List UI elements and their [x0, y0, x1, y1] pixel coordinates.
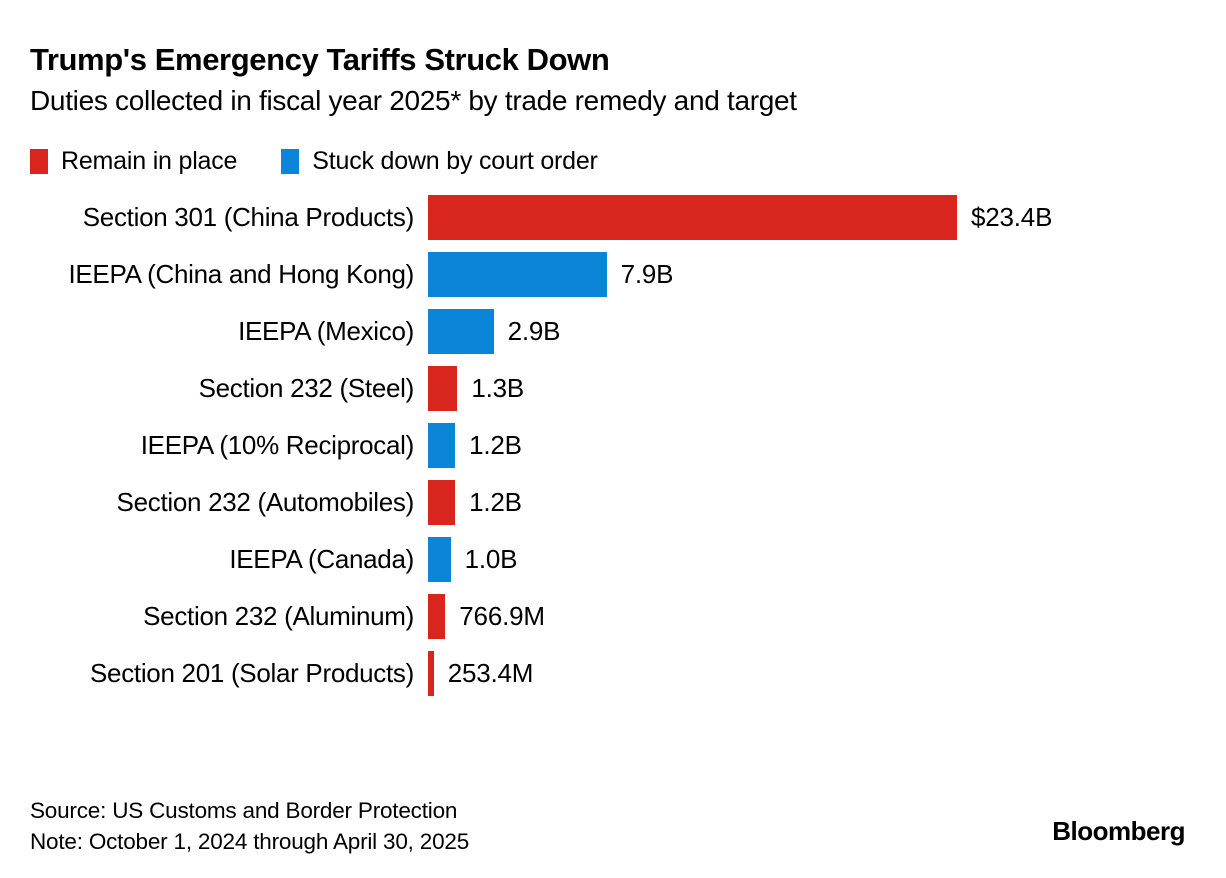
bar-chart: Section 301 (China Products) $23.4B IEEPA … — [0, 189, 1226, 702]
source-note: Source: US Customs and Border Protection — [30, 798, 458, 823]
legend-item-struck-down: Stuck down by court order — [281, 147, 598, 176]
value-label: 1.0B — [464, 544, 518, 574]
bloomberg-logo: Bloomberg — [1052, 816, 1185, 846]
value-label: $23.4B — [971, 202, 1053, 232]
value-label: 1.2B — [469, 430, 522, 460]
legend: Remain in place Stuck down by court orde… — [30, 147, 598, 176]
chart-row: Section 232 (Steel) 1.3B — [0, 360, 1226, 417]
value-label: 2.9B — [507, 316, 561, 346]
category-label: Section 301 (China Products) — [82, 202, 415, 232]
category-label: Section 232 (Automobiles) — [116, 487, 415, 517]
value-label: 766.9M — [459, 601, 545, 631]
category-label: Section 232 (Steel) — [198, 373, 415, 403]
bar-remain — [428, 366, 458, 411]
category-label: IEEPA (China and Hong Kong) — [68, 259, 414, 289]
chart-row: Section 201 (Solar Products) 253.4M — [0, 645, 1226, 702]
date-range-note: Note: October 1, 2024 through April 30, … — [30, 829, 470, 854]
category-label: Section 201 (Solar Products) — [90, 658, 414, 688]
chart-subtitle: Duties collected in fiscal year 2025* by… — [30, 85, 797, 116]
legend-item-remain: Remain in place — [30, 147, 237, 176]
bar-remain — [428, 594, 446, 639]
chart-row: IEEPA (China and Hong Kong) 7.9B — [0, 246, 1226, 303]
legend-swatch-red — [30, 149, 48, 174]
bar-remain — [428, 480, 456, 525]
legend-label-struck-down: Stuck down by court order — [312, 147, 598, 175]
category-label: IEEPA (10% Reciprocal) — [140, 430, 415, 460]
chart-row: IEEPA (10% Reciprocal) 1.2B — [0, 417, 1226, 474]
bar-struck_down — [428, 423, 456, 468]
bar-remain — [428, 195, 957, 240]
value-label: 1.2B — [469, 487, 522, 517]
category-label: Section 232 (Aluminum) — [143, 601, 414, 631]
footer: Source: US Customs and Border Protection… — [30, 795, 469, 857]
category-label: IEEPA (Canada) — [229, 544, 414, 574]
value-label: 1.3B — [471, 373, 525, 403]
chart-title: Trump's Emergency Tariffs Struck Down — [30, 42, 610, 77]
bar-remain — [428, 651, 434, 696]
legend-label-remain: Remain in place — [61, 147, 238, 175]
bar-struck_down — [428, 252, 607, 297]
bar-struck_down — [428, 309, 494, 354]
value-label: 7.9B — [620, 259, 674, 289]
chart-row: Section 232 (Automobiles) 1.2B — [0, 474, 1226, 531]
chart-row: IEEPA (Mexico) 2.9B — [0, 303, 1226, 360]
category-label: IEEPA (Mexico) — [238, 316, 414, 346]
bar-struck_down — [428, 537, 451, 582]
value-label: 253.4M — [447, 658, 534, 688]
legend-swatch-blue — [281, 149, 300, 174]
chart-row: Section 232 (Aluminum) 766.9M — [0, 588, 1226, 645]
chart-row: Section 301 (China Products) $23.4B — [0, 189, 1226, 246]
chart-row: IEEPA (Canada) 1.0B — [0, 531, 1226, 588]
